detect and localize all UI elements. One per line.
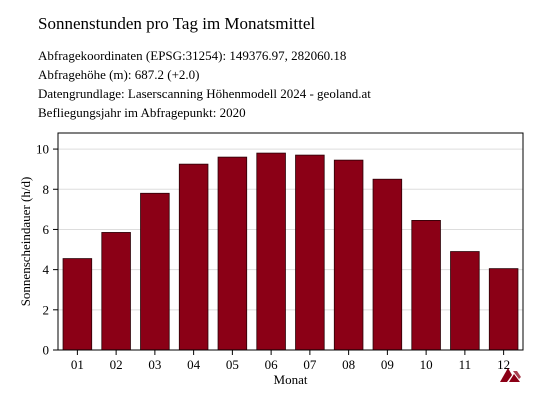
bar-12	[488, 268, 519, 351]
info-data-source: Datengrundlage: Laserscanning Höhenmodel…	[38, 86, 371, 101]
bar-01	[62, 258, 93, 351]
bar-10	[411, 220, 441, 351]
y-tick-label: 6	[43, 222, 50, 237]
x-tick-label: 09	[381, 357, 394, 372]
x-tick-label: 11	[459, 357, 472, 372]
grid	[58, 148, 523, 311]
y-axis-title: Sonnenscheindauer (h/d)	[18, 177, 33, 307]
x-tick-label: 01	[71, 357, 84, 372]
query-info: Abfragekoordinaten (EPSG:31254): 149376.…	[38, 46, 371, 122]
bar-05	[217, 156, 248, 351]
info-elevation: Abfragehöhe (m): 687.2 (+2.0)	[38, 67, 200, 82]
x-tick-label: 03	[148, 357, 161, 372]
y-tick-label: 0	[43, 343, 50, 358]
x-tick-label: 05	[226, 357, 239, 372]
x-tick-label: 12	[497, 357, 510, 372]
x-tick-label: 10	[420, 357, 433, 372]
x-tick-label: 08	[342, 357, 355, 372]
info-flight-year: Befliegungsjahr im Abfragepunkt: 2020	[38, 105, 246, 120]
bar-07	[295, 154, 325, 351]
bar-04	[178, 163, 209, 351]
y-tick-label: 10	[36, 142, 49, 157]
x-tick-label: 04	[187, 357, 201, 372]
bar-11	[450, 251, 480, 351]
bar-03	[140, 192, 170, 351]
x-tick-label: 07	[303, 357, 317, 372]
x-axis-title: Monat	[274, 372, 308, 387]
y-tick-label: 4	[43, 262, 50, 277]
plot-frame	[57, 132, 524, 351]
geoland-logo-icon	[500, 368, 521, 382]
bars	[62, 152, 519, 351]
y-tick-label: 8	[43, 182, 50, 197]
info-coordinates: Abfragekoordinaten (EPSG:31254): 149376.…	[38, 48, 347, 63]
bar-02	[101, 232, 131, 351]
y-tick-label: 2	[43, 302, 50, 317]
x-tick-label: 02	[110, 357, 123, 372]
bar-08	[333, 159, 364, 351]
axes	[53, 132, 524, 355]
bar-09	[372, 178, 403, 351]
chart-title: Sonnenstunden pro Tag im Monatsmittel	[38, 14, 316, 33]
x-tick-label: 06	[265, 357, 279, 372]
bar-06	[256, 152, 286, 351]
